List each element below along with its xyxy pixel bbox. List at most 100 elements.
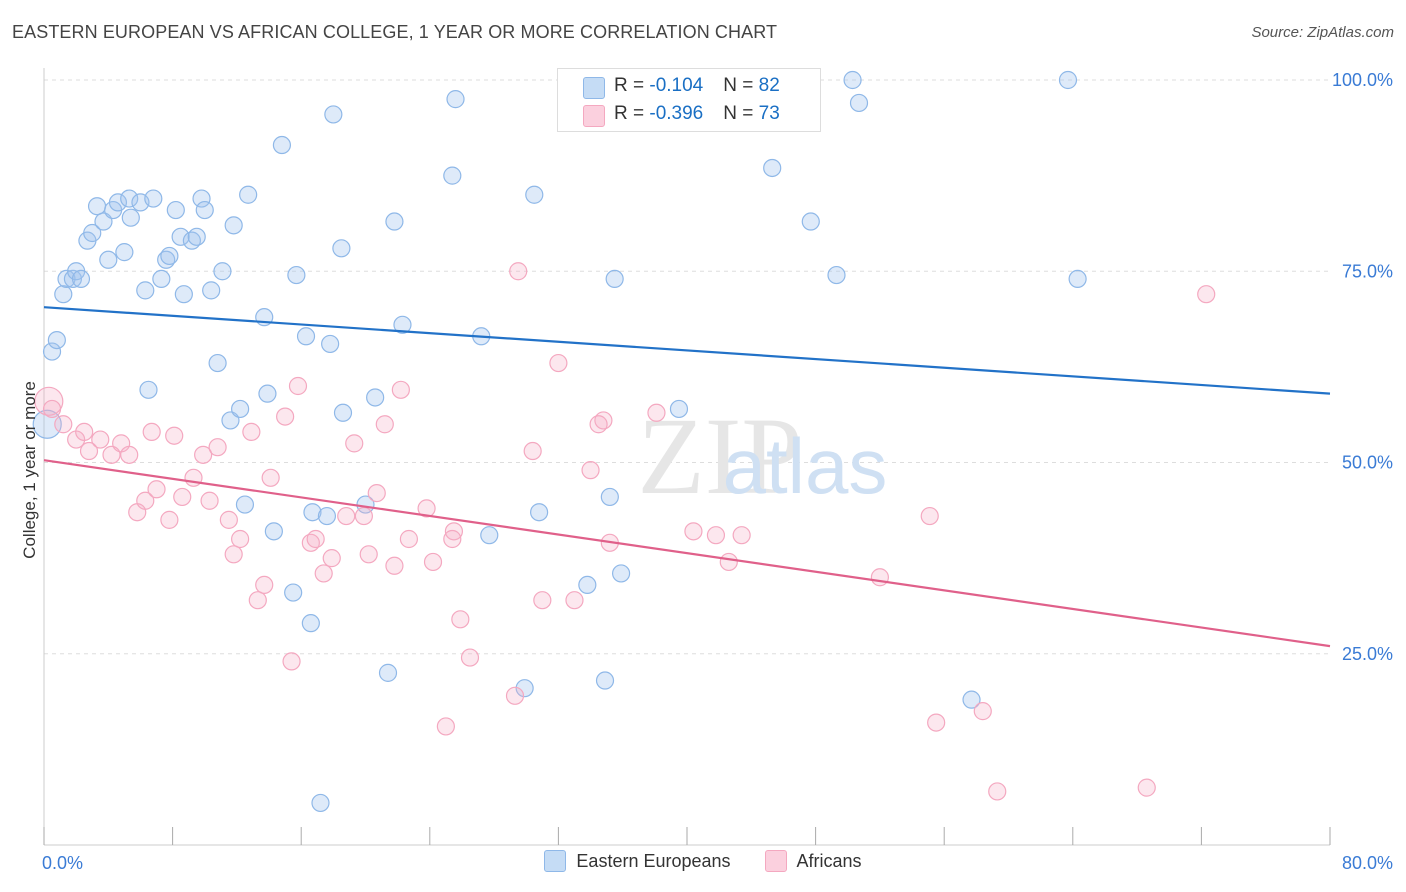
point-eastern-european xyxy=(605,269,624,288)
data-points xyxy=(32,70,1216,813)
y-tick-label: 25.0% xyxy=(1342,644,1393,664)
point-eastern-european xyxy=(144,189,163,208)
point-eastern-european xyxy=(187,227,206,246)
point-african xyxy=(399,529,419,549)
stat-n-label: N = xyxy=(723,75,759,96)
point-eastern-european xyxy=(763,158,782,178)
point-eastern-european xyxy=(42,342,62,361)
point-african xyxy=(345,434,364,453)
point-african xyxy=(306,529,325,549)
point-african xyxy=(505,686,525,705)
point-eastern-european xyxy=(530,503,549,522)
point-african xyxy=(589,415,608,434)
point-african xyxy=(75,422,94,441)
point-eastern-european xyxy=(258,384,277,403)
point-eastern-european xyxy=(231,399,250,419)
point-eastern-european xyxy=(849,93,869,113)
point-african xyxy=(443,529,462,549)
point-eastern-european xyxy=(83,223,102,243)
legend-item-africans[interactable]: Africans xyxy=(764,850,862,872)
point-african xyxy=(732,526,751,545)
point-african xyxy=(1197,285,1216,304)
chart-title: EASTERN EUROPEAN VS AFRICAN COLLEGE, 1 Y… xyxy=(12,22,778,42)
stat-n-label: N = xyxy=(723,103,759,124)
point-african xyxy=(248,591,267,610)
point-eastern-european xyxy=(284,583,303,602)
point-eastern-european xyxy=(317,506,337,526)
point-african xyxy=(706,526,726,545)
series-legend: Eastern Europeans Africans xyxy=(0,850,1406,872)
point-eastern-european xyxy=(600,487,619,507)
point-eastern-european xyxy=(525,185,544,204)
point-african xyxy=(219,510,238,529)
point-african xyxy=(147,480,166,499)
stats-row-africans: R = -0.396 N = 73 xyxy=(583,103,780,127)
point-african xyxy=(436,717,455,736)
point-eastern-european xyxy=(962,690,981,709)
watermark-atlas: atlas xyxy=(723,422,888,510)
point-african xyxy=(255,575,274,595)
stat-n-value: 73 xyxy=(758,103,780,124)
point-african xyxy=(91,430,110,449)
x-tick-label: 80.0% xyxy=(1342,853,1393,873)
source-label: Source: ZipAtlas.com xyxy=(1251,24,1394,41)
point-african xyxy=(314,564,333,583)
point-eastern-european xyxy=(1068,269,1087,288)
point-eastern-european xyxy=(108,193,128,212)
point-african xyxy=(367,484,386,503)
point-african xyxy=(42,399,62,419)
point-eastern-european xyxy=(120,189,139,208)
point-eastern-european xyxy=(152,269,171,288)
point-african xyxy=(200,491,219,510)
legend-swatch-africans xyxy=(764,850,787,872)
point-eastern-european xyxy=(115,243,134,262)
point-african xyxy=(549,353,568,373)
point-eastern-european xyxy=(57,269,76,288)
point-african xyxy=(375,415,394,434)
point-african xyxy=(1137,778,1156,797)
point-eastern-european xyxy=(311,793,330,813)
point-eastern-european xyxy=(611,564,631,583)
point-eastern-european xyxy=(332,239,351,258)
point-eastern-european xyxy=(171,227,190,246)
point-african xyxy=(120,445,139,464)
point-african xyxy=(242,422,261,441)
tick-labels: 25.0% 50.0% 75.0% 100.0% 0.0% 80.0% xyxy=(42,70,1393,873)
point-african xyxy=(142,422,161,441)
point-eastern-european xyxy=(202,281,221,300)
point-eastern-european xyxy=(160,246,179,266)
legend-swatch-eastern xyxy=(544,850,567,872)
point-eastern-european xyxy=(393,315,412,334)
point-african xyxy=(870,568,890,587)
point-african xyxy=(988,782,1007,801)
point-african xyxy=(194,445,213,464)
point-eastern-european xyxy=(385,212,404,231)
legend-label-africans: Africans xyxy=(796,850,862,871)
point-eastern-european xyxy=(213,262,232,281)
point-african xyxy=(523,441,542,461)
point-african xyxy=(282,652,301,671)
point-african xyxy=(288,376,308,396)
point-african xyxy=(451,610,470,629)
axes xyxy=(43,68,1331,846)
point-eastern-european xyxy=(195,200,214,220)
legend-item-eastern[interactable]: Eastern Europeans xyxy=(544,850,731,872)
point-african xyxy=(565,591,584,610)
point-african xyxy=(927,713,946,732)
point-eastern-european xyxy=(669,399,689,419)
point-african xyxy=(276,407,295,426)
stats-row-eastern: R = -0.104 N = 82 xyxy=(583,75,780,99)
swatch-eastern xyxy=(583,77,605,99)
point-eastern-european xyxy=(139,380,158,399)
point-eastern-european xyxy=(71,269,91,288)
point-african xyxy=(423,552,443,572)
point-african xyxy=(391,380,410,399)
point-eastern-european xyxy=(235,495,255,514)
y-axis-label: College, 1 year or more xyxy=(20,381,39,559)
point-african xyxy=(460,648,480,667)
point-eastern-european xyxy=(54,285,73,304)
point-eastern-european xyxy=(324,105,343,124)
point-eastern-european xyxy=(192,189,211,208)
point-african xyxy=(261,468,280,487)
point-eastern-european xyxy=(366,388,385,407)
